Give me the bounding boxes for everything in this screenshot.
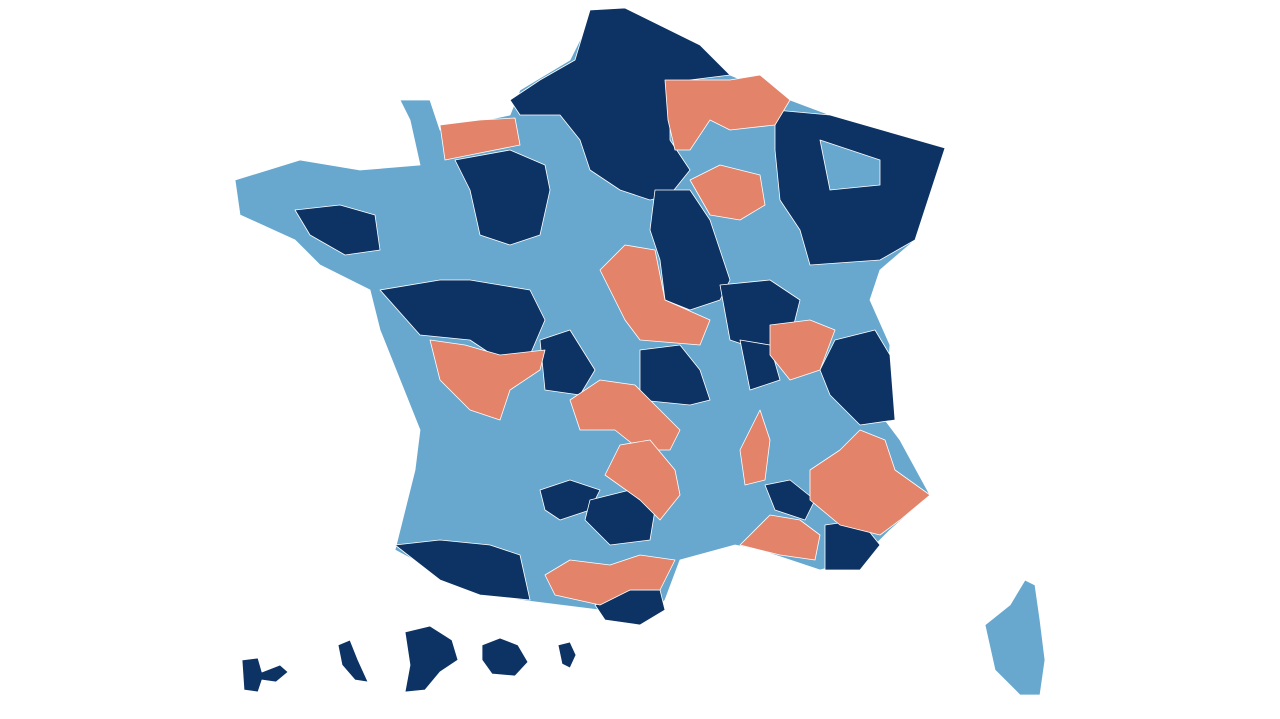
region [599, 244, 711, 346]
region [774, 109, 946, 266]
region [439, 117, 521, 161]
corsica [984, 579, 1046, 696]
region [764, 479, 816, 521]
region [649, 189, 731, 311]
region [454, 149, 551, 246]
region [429, 339, 546, 421]
region [819, 329, 896, 426]
region [379, 279, 546, 361]
overseas [241, 657, 289, 693]
region [689, 164, 766, 221]
regions [234, 7, 1046, 696]
region [809, 429, 931, 536]
overseas [557, 641, 577, 669]
region [509, 7, 731, 201]
overseas [481, 637, 529, 677]
region [604, 439, 681, 521]
overseas [337, 639, 369, 683]
region [739, 514, 821, 561]
overseas [404, 625, 459, 693]
region [819, 139, 881, 191]
mainland [234, 7, 946, 626]
region [664, 74, 791, 151]
region [739, 409, 771, 486]
region [544, 554, 676, 606]
region [539, 329, 596, 396]
region [569, 379, 681, 451]
region [769, 319, 836, 381]
region [394, 539, 531, 601]
region [294, 204, 381, 256]
